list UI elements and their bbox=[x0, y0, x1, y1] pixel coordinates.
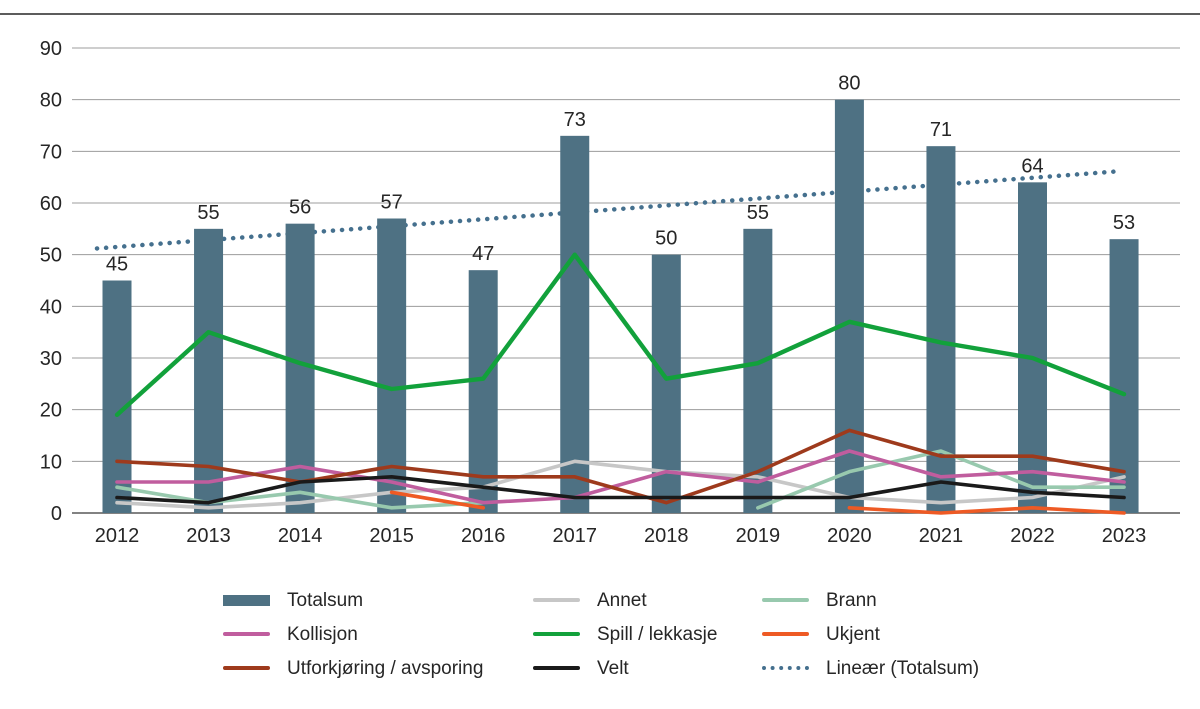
legend-swatch-bar-totalsum bbox=[223, 594, 270, 606]
x-tick-label-2016: 2016 bbox=[461, 525, 506, 547]
bar-2017 bbox=[560, 135, 590, 514]
x-tick-label-2020: 2020 bbox=[827, 525, 872, 547]
y-tick-label: 40 bbox=[40, 296, 62, 318]
bar-label-2015: 57 bbox=[381, 192, 403, 214]
line-spill-lekkasje bbox=[114, 252, 1127, 418]
bar-2023 bbox=[1109, 239, 1139, 513]
bar-label-2016: 47 bbox=[472, 243, 494, 265]
bar-label-2014: 56 bbox=[289, 197, 311, 219]
x-tick-label-2012: 2012 bbox=[95, 525, 140, 547]
bar-label-2018: 50 bbox=[655, 228, 677, 250]
legend-item-utforkj-ring-avsporing: Utforkjøring / avsporing bbox=[223, 659, 533, 678]
y-tick-label: 0 bbox=[51, 503, 62, 525]
legend-item-totalsum: Totalsum bbox=[223, 591, 533, 610]
legend-swatch-line-ukjent bbox=[762, 632, 809, 636]
legend-label: Spill / lekkasje bbox=[597, 623, 718, 645]
x-tick-label-2022: 2022 bbox=[1010, 525, 1055, 547]
x-tick-label-2015: 2015 bbox=[369, 525, 414, 547]
y-tick-label: 50 bbox=[40, 245, 62, 267]
bar-label-2013: 55 bbox=[197, 202, 219, 224]
x-tick-label-2018: 2018 bbox=[644, 525, 689, 547]
legend-label: Lineær (Totalsum) bbox=[826, 657, 980, 679]
y-tick-label: 90 bbox=[40, 38, 62, 60]
line-kollisjon bbox=[115, 449, 1126, 505]
legend-label: Annet bbox=[597, 589, 647, 611]
bar-label-2021: 71 bbox=[930, 119, 952, 141]
y-tick-label: 70 bbox=[40, 141, 62, 163]
legend-label: Velt bbox=[597, 657, 629, 679]
bar-2020 bbox=[834, 99, 864, 514]
x-tick-label-2023: 2023 bbox=[1102, 525, 1147, 547]
legend-item-kollisjon: Kollisjon bbox=[223, 625, 533, 644]
legend-label: Totalsum bbox=[287, 589, 364, 611]
legend-label: Utforkjøring / avsporing bbox=[287, 657, 484, 679]
line-annet bbox=[115, 459, 1126, 510]
legend-item-velt: Velt bbox=[533, 659, 762, 678]
bar-2013 bbox=[194, 228, 224, 514]
y-tick-label: 80 bbox=[40, 90, 62, 112]
line-ukjent bbox=[389, 490, 486, 510]
legend-label: Brann bbox=[826, 589, 877, 611]
legend-swatch-line-velt bbox=[533, 666, 580, 670]
y-tick-label: 30 bbox=[40, 348, 62, 370]
legend-swatch-line-utforkj-ring-avsporing bbox=[223, 666, 270, 670]
x-tick-label-2017: 2017 bbox=[553, 525, 598, 547]
legend-label: Kollisjon bbox=[287, 623, 358, 645]
bar-2021 bbox=[926, 146, 956, 513]
legend-swatch-line-kollisjon bbox=[223, 632, 270, 636]
legend-swatch-line-annet bbox=[533, 598, 580, 602]
bar-label-2012: 45 bbox=[106, 254, 128, 276]
legend-item-spill-lekkasje: Spill / lekkasje bbox=[533, 625, 762, 644]
legend-swatch-dotted-line-r-totalsum bbox=[762, 666, 809, 670]
bar-2016 bbox=[468, 270, 498, 513]
y-tick-label: 20 bbox=[40, 400, 62, 422]
bar-label-2023: 53 bbox=[1113, 212, 1135, 234]
x-tick-label-2014: 2014 bbox=[278, 525, 323, 547]
legend-item-line-r-totalsum: Lineær (Totalsum) bbox=[762, 659, 1092, 678]
x-tick-label-2021: 2021 bbox=[919, 525, 964, 547]
line-velt bbox=[115, 475, 1126, 505]
legend-item-brann: Brann bbox=[762, 591, 1092, 610]
legend-item-annet: Annet bbox=[533, 591, 762, 610]
bar-2022 bbox=[1018, 182, 1047, 514]
y-tick-label: 10 bbox=[40, 451, 62, 473]
legend-item-ukjent: Ukjent bbox=[762, 625, 1092, 644]
x-tick-label-2019: 2019 bbox=[736, 525, 781, 547]
line-brann bbox=[115, 485, 486, 510]
legend-swatch-line-spill-lekkasje bbox=[533, 632, 580, 636]
legend-swatch-line-brann bbox=[762, 598, 809, 602]
line-ukjent bbox=[847, 506, 1126, 515]
line-utforkj-ring-avsporing bbox=[115, 428, 1126, 505]
bar-label-2022: 64 bbox=[1021, 155, 1043, 177]
line-brann bbox=[756, 449, 1126, 510]
chart-legend: Totalsum Annet Brann Kollisjon Spill / lekka… bbox=[223, 583, 1092, 685]
bar-label-2017: 73 bbox=[564, 109, 586, 131]
legend-label: Ukjent bbox=[826, 623, 880, 645]
bar-label-2019: 55 bbox=[747, 202, 769, 224]
trend-line-linear-totalsum bbox=[94, 169, 1119, 251]
bar-2015 bbox=[377, 218, 407, 513]
bar-2012 bbox=[102, 280, 132, 513]
bar-label-2020: 80 bbox=[838, 73, 860, 95]
y-tick-label: 60 bbox=[40, 193, 62, 215]
x-tick-label-2013: 2013 bbox=[186, 525, 231, 547]
